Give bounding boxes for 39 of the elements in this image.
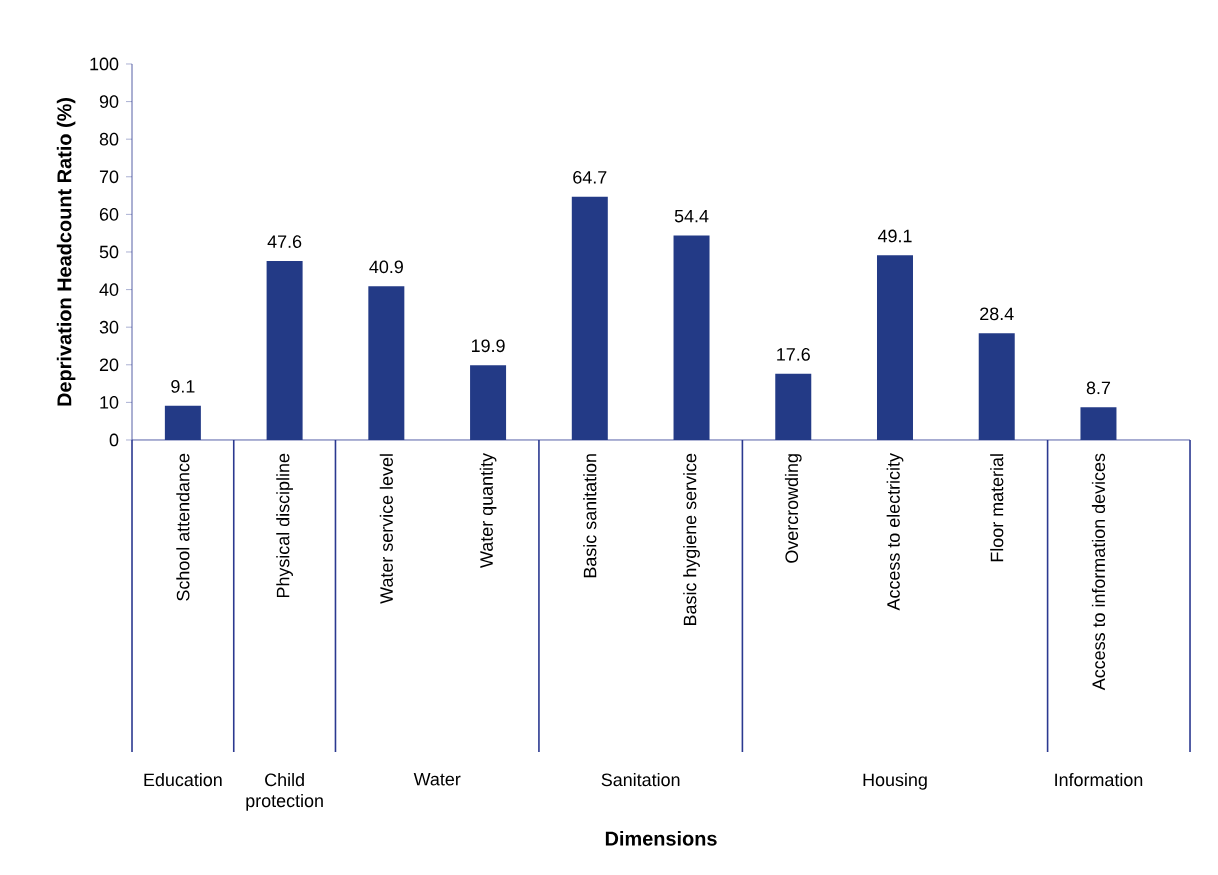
data-label: 28.4: [980, 307, 1014, 321]
y-tick-label: 30: [99, 320, 119, 334]
y-tick-label: 80: [99, 132, 119, 146]
y-tick-label: 40: [99, 283, 119, 296]
data-label: 54.4: [674, 209, 709, 223]
y-tick-label: 10: [100, 396, 119, 409]
data-label: 40.9: [369, 260, 403, 274]
text: Child protection: [246, 773, 323, 811]
y-tick-label: 20: [99, 358, 119, 372]
text: Sanitation: [601, 773, 680, 787]
data-label: 49.1: [877, 229, 912, 243]
x-tick-label: Floor material: [990, 454, 1004, 562]
y-tick-label: 90: [99, 95, 119, 108]
data-label: 17.6: [777, 348, 810, 361]
y-tick-label: 100: [90, 57, 119, 71]
data-label: 47.6: [267, 235, 302, 248]
text: Education: [144, 773, 222, 787]
data-label: 8.7: [1086, 381, 1111, 395]
x-tick-label: Water service level: [379, 454, 393, 604]
y-tick-label: 60: [99, 208, 119, 221]
x-tick-label: Water quantity: [479, 453, 497, 568]
y-axis-title: Deprivation Headcount Ratio (%): [56, 97, 76, 406]
x-tick-label: Basic hygiene service: [683, 453, 700, 625]
x-tick-label: Basic sanitation: [583, 454, 597, 578]
data-label: 64.7: [573, 170, 607, 184]
x-tick-label: School attendance: [176, 453, 190, 601]
data-label: 9.1: [171, 380, 195, 393]
y-tick-label: 50: [99, 245, 119, 259]
data-label: 19.9: [471, 339, 505, 353]
text: Dimensions: [605, 831, 717, 846]
y-tick-label: 0: [109, 433, 119, 447]
x-tick-label: Access to information devices: [1091, 453, 1106, 691]
x-tick-label: Overcrowding: [784, 454, 802, 563]
text: Housing: [863, 773, 927, 790]
x-tick-label: Physical discipline: [276, 453, 293, 598]
text: Water: [413, 773, 461, 786]
y-tick-label: 70: [99, 170, 119, 184]
x-tick-label: Access to electricity: [886, 453, 904, 611]
text: Information: [1055, 773, 1143, 787]
